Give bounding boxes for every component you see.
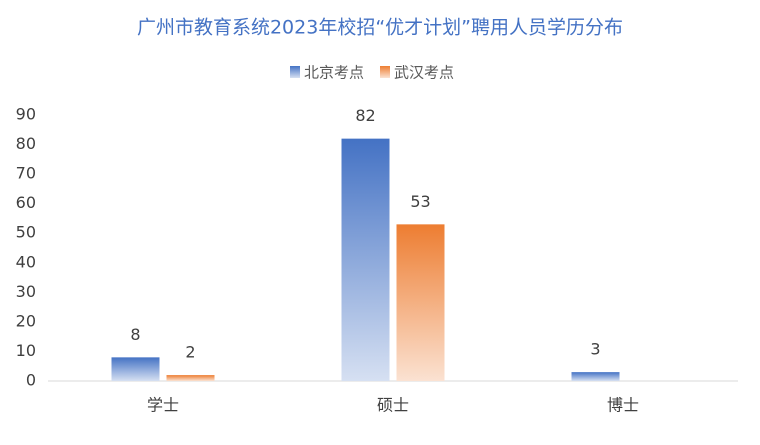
- x-tick-label: 学士: [147, 396, 179, 415]
- data-label: 82: [355, 106, 375, 125]
- x-tick-label: 硕士: [377, 396, 409, 415]
- bar: [111, 357, 160, 381]
- bar: [571, 372, 620, 381]
- chart-title: 广州市教育系统2023年校招“优才计划”聘用人员学历分布: [137, 17, 623, 39]
- data-label: 8: [130, 325, 140, 344]
- bar: [166, 375, 215, 381]
- legend-swatch: [290, 66, 300, 78]
- data-label: 3: [590, 340, 600, 359]
- y-tick-label: 0: [26, 371, 36, 390]
- y-tick-label: 80: [16, 134, 36, 153]
- legend-label: 北京考点: [304, 64, 364, 82]
- legend-swatch: [380, 66, 390, 78]
- data-label: 53: [410, 192, 430, 211]
- y-tick-label: 50: [16, 223, 36, 242]
- y-tick-label: 30: [16, 282, 36, 301]
- y-tick-label: 40: [16, 252, 36, 271]
- y-tick-label: 70: [16, 164, 36, 183]
- y-tick-label: 10: [16, 341, 36, 360]
- y-tick-label: 60: [16, 193, 36, 212]
- y-tick-label: 90: [16, 105, 36, 124]
- x-tick-label: 博士: [607, 396, 639, 415]
- y-tick-label: 20: [16, 311, 36, 330]
- bar: [341, 138, 390, 381]
- data-label: 2: [185, 343, 195, 362]
- bar: [396, 224, 445, 381]
- legend-label: 武汉考点: [394, 64, 454, 82]
